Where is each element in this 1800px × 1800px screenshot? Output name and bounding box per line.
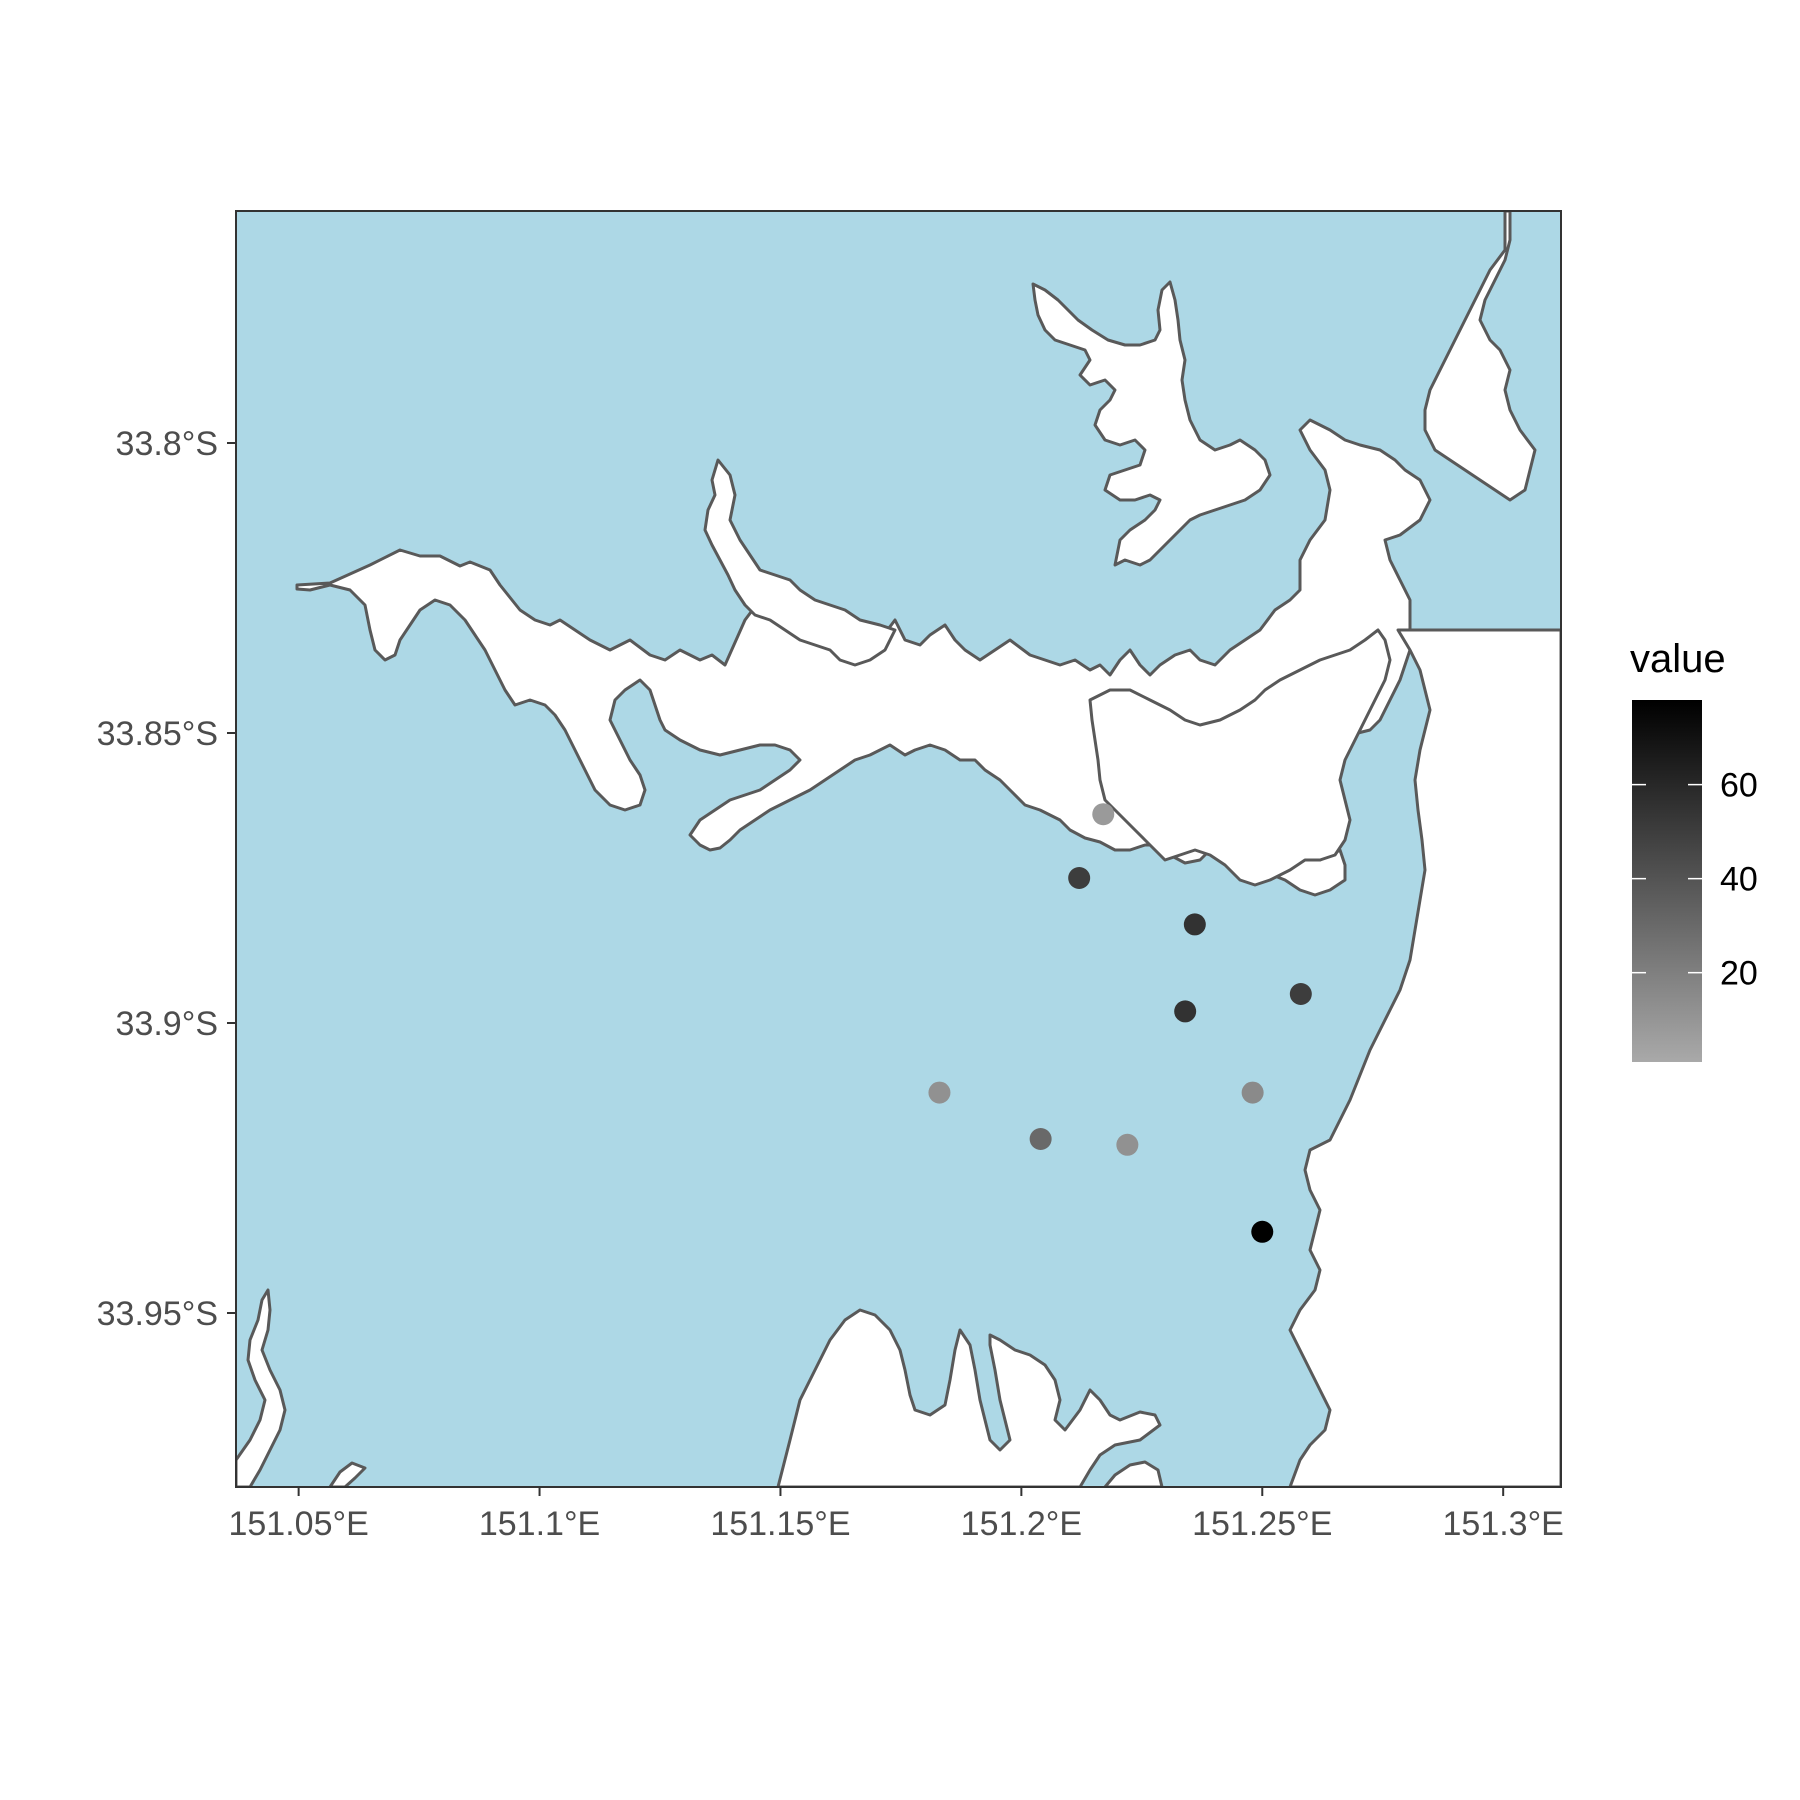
map-panel-border: [235, 210, 1562, 1488]
data-point: [1251, 1220, 1274, 1243]
legend-tick-label: 40: [1720, 861, 1758, 899]
south-west-land: [236, 1288, 287, 1487]
data-point: [1174, 1000, 1197, 1023]
y-tick-label: 33.9°S: [116, 1005, 218, 1043]
x-tick-label: 151.15°E: [710, 1505, 850, 1543]
east-headland-land: [1423, 211, 1537, 502]
botany-bay-north-land: [776, 1308, 1162, 1487]
x-tick-label: 151.05°E: [228, 1505, 368, 1543]
data-point: [1183, 913, 1206, 936]
south-west-fragment: [328, 1461, 367, 1487]
legend-colorbar: [1632, 700, 1702, 1062]
x-axis: 151.05°E 151.1°E 151.15°E 151.2°E 151.25°E 15…: [228, 1487, 1564, 1543]
north-arm-land: [1031, 280, 1272, 567]
middle-harbour-land: [703, 458, 897, 667]
legend-tick-label: 60: [1720, 767, 1758, 805]
legend-tick-label: 20: [1720, 955, 1758, 993]
y-tick-label: 33.8°S: [116, 425, 218, 463]
eastern-suburbs-land: [1288, 628, 1561, 1487]
data-point: [1116, 1133, 1139, 1156]
legend-ticks: 20 40 60: [1632, 767, 1758, 993]
data-point: [1068, 867, 1091, 889]
x-tick-label: 151.1°E: [479, 1505, 600, 1543]
legend-title: value: [1630, 637, 1726, 681]
y-tick-label: 33.85°S: [97, 715, 218, 753]
x-tick-label: 151.25°E: [1192, 1505, 1332, 1543]
main-harbour-land: [1088, 628, 1392, 887]
data-point: [1289, 983, 1312, 1005]
y-tick-label: 33.95°S: [97, 1295, 218, 1333]
data-point: [1029, 1128, 1052, 1150]
x-tick-label: 151.3°E: [1443, 1505, 1564, 1543]
points-layer: [928, 803, 1312, 1243]
y-axis: 33.8°S 33.85°S 33.9°S 33.95°S: [97, 425, 236, 1333]
data-point: [1092, 803, 1115, 826]
data-point: [1241, 1081, 1264, 1104]
land-layer: [236, 211, 1561, 1487]
botany-south-islet: [1103, 1460, 1164, 1487]
x-tick-label: 151.2°E: [961, 1505, 1082, 1543]
data-point: [928, 1081, 951, 1104]
legend: value 20 40 60: [1630, 637, 1758, 1062]
